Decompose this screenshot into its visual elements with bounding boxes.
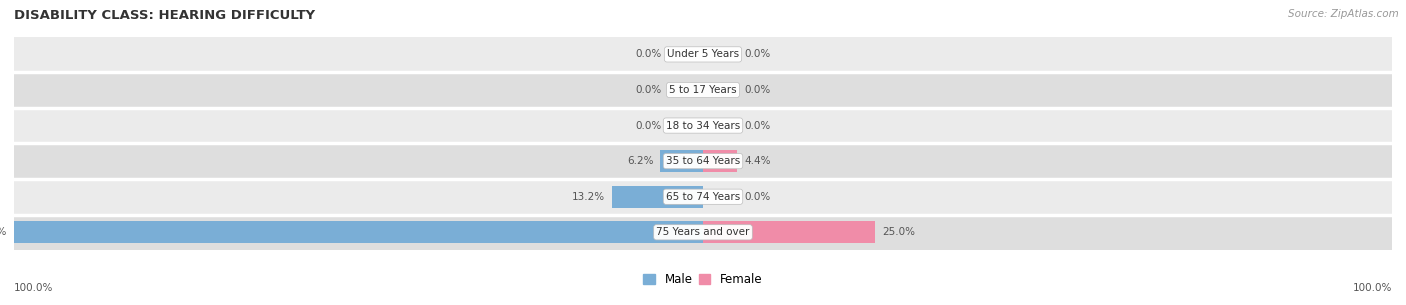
Text: 0.0%: 0.0% <box>744 49 770 59</box>
Bar <box>703 150 738 172</box>
Bar <box>14 179 1392 214</box>
Legend: Male, Female: Male, Female <box>638 269 768 291</box>
Bar <box>661 150 703 172</box>
Text: 0.0%: 0.0% <box>636 49 662 59</box>
Bar <box>14 37 1392 72</box>
Text: 65 to 74 Years: 65 to 74 Years <box>666 192 740 202</box>
Text: 0.0%: 0.0% <box>636 85 662 95</box>
Bar <box>14 221 703 243</box>
Text: DISABILITY CLASS: HEARING DIFFICULTY: DISABILITY CLASS: HEARING DIFFICULTY <box>14 9 315 22</box>
Text: Source: ZipAtlas.com: Source: ZipAtlas.com <box>1288 9 1399 19</box>
Text: Under 5 Years: Under 5 Years <box>666 49 740 59</box>
Bar <box>612 186 703 208</box>
Text: 13.2%: 13.2% <box>572 192 605 202</box>
Text: 75 Years and over: 75 Years and over <box>657 227 749 237</box>
Text: 4.4%: 4.4% <box>744 156 770 166</box>
Bar <box>703 221 875 243</box>
Text: 35 to 64 Years: 35 to 64 Years <box>666 156 740 166</box>
Bar <box>14 143 1392 179</box>
Text: 100.0%: 100.0% <box>0 227 7 237</box>
Text: 0.0%: 0.0% <box>744 120 770 131</box>
Text: 25.0%: 25.0% <box>882 227 915 237</box>
Bar <box>14 72 1392 108</box>
Text: 100.0%: 100.0% <box>14 283 53 293</box>
Text: 18 to 34 Years: 18 to 34 Years <box>666 120 740 131</box>
Bar <box>14 214 1392 250</box>
Text: 0.0%: 0.0% <box>744 85 770 95</box>
Text: 5 to 17 Years: 5 to 17 Years <box>669 85 737 95</box>
Text: 0.0%: 0.0% <box>744 192 770 202</box>
Text: 6.2%: 6.2% <box>627 156 654 166</box>
Text: 100.0%: 100.0% <box>1353 283 1392 293</box>
Text: 0.0%: 0.0% <box>636 120 662 131</box>
Bar <box>14 108 1392 143</box>
